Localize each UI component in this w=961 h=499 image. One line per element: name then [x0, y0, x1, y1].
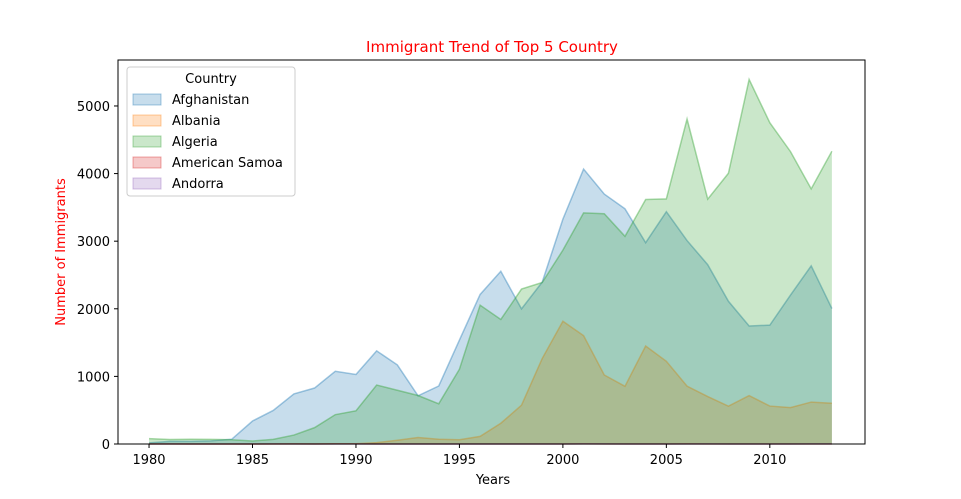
- chart-title: Immigrant Trend of Top 5 Country: [366, 38, 618, 56]
- y-tick-label: 5000: [77, 100, 110, 115]
- legend-frame: [126, 66, 296, 197]
- x-tick-label: 2000: [546, 453, 579, 468]
- legend-label: Algeria: [172, 135, 218, 150]
- x-tick-label: 1995: [443, 453, 476, 468]
- y-axis: 0 1000 2000 3000 4000 5000: [77, 100, 118, 453]
- x-axis: 1980 1985 1990 1995 2000 2005 2010: [132, 444, 786, 468]
- y-tick-label: 4000: [77, 168, 110, 183]
- x-axis-title: Years: [475, 473, 511, 488]
- legend-swatch: [132, 156, 162, 169]
- y-tick-label: 2000: [77, 303, 110, 318]
- x-tick-label: 2010: [753, 453, 786, 468]
- x-tick-label: 1980: [132, 453, 165, 468]
- line-algeria: [149, 77, 833, 442]
- legend-label: Albania: [172, 114, 221, 129]
- legend-label: American Samoa: [172, 156, 283, 171]
- x-tick-label: 1990: [339, 453, 372, 468]
- legend-swatch: [132, 114, 162, 127]
- area-algeria: [149, 79, 832, 444]
- legend-swatch: [132, 93, 162, 106]
- legend: Country Afghanistan Albania Algeria America…: [126, 66, 296, 197]
- line-afghanistan: [148, 167, 833, 444]
- y-tick-label: 1000: [77, 370, 110, 385]
- legend-swatch: [132, 177, 162, 190]
- y-tick-label: 0: [102, 438, 110, 453]
- legend-title: Country: [185, 72, 237, 87]
- legend-items: Afghanistan Albania Algeria American Samoa A…: [132, 93, 283, 192]
- legend-swatch: [132, 135, 162, 148]
- area-afghanistan: [149, 169, 832, 444]
- area-albania: [149, 321, 832, 444]
- x-tick-label: 1985: [236, 453, 269, 468]
- y-tick-label: 3000: [77, 235, 110, 250]
- legend-label: Andorra: [172, 177, 224, 192]
- legend-label: Afghanistan: [172, 93, 249, 108]
- y-axis-title: Number of Immigrants: [54, 178, 69, 326]
- plot-frame: [117, 59, 866, 445]
- x-tick-label: 2005: [650, 453, 683, 468]
